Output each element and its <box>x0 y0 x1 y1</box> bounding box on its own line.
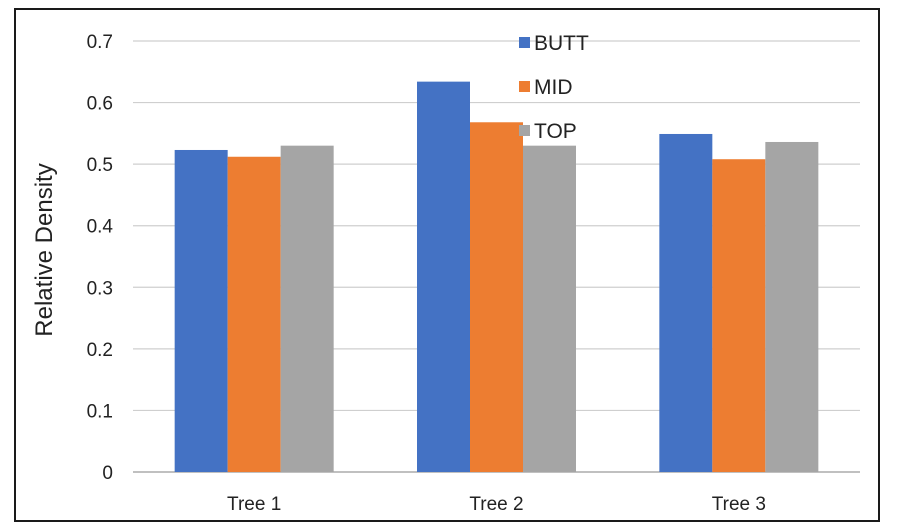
bar-mid-tree-3 <box>712 159 766 472</box>
bar-butt-tree-3 <box>659 133 713 473</box>
y-tick-labels: 0 0.1 0.2 0.3 0.4 0.5 0.6 0.7 <box>87 32 114 484</box>
bars <box>174 81 819 473</box>
y-tick-label: 0.6 <box>87 94 113 115</box>
bar-top-tree-1 <box>280 145 334 472</box>
bar-butt-tree-2 <box>417 81 470 472</box>
y-tick-label: 0.4 <box>87 217 114 238</box>
x-tick-labels: Tree 1 Tree 2 Tree 3 <box>227 494 766 515</box>
legend-swatch-top <box>519 125 530 136</box>
y-tick-label: 0.7 <box>87 32 113 53</box>
x-tick-label: Tree 2 <box>469 494 523 515</box>
y-tick-label: 0.3 <box>87 278 113 299</box>
bar-top-tree-3 <box>765 141 819 472</box>
legend-swatch-mid <box>519 81 530 92</box>
y-tick-label: 0 <box>102 463 113 484</box>
y-axis-title: Relative Density <box>31 163 58 336</box>
bar-top-tree-2 <box>523 145 576 472</box>
bar-mid-tree-1 <box>227 156 281 473</box>
legend: BUTT MID TOP <box>519 32 589 143</box>
y-tick-label: 0.5 <box>87 155 113 176</box>
x-tick-label: Tree 3 <box>712 494 766 515</box>
bar-butt-tree-1 <box>174 149 228 472</box>
y-tick-label: 0.1 <box>87 401 113 422</box>
legend-swatch-butt <box>519 37 530 48</box>
bar-mid-tree-2 <box>470 122 523 472</box>
x-tick-label: Tree 1 <box>227 494 281 515</box>
legend-label-top: TOP <box>534 120 577 143</box>
y-tick-label: 0.2 <box>87 340 113 361</box>
legend-label-mid: MID <box>534 76 573 99</box>
legend-label-butt: BUTT <box>534 32 589 55</box>
